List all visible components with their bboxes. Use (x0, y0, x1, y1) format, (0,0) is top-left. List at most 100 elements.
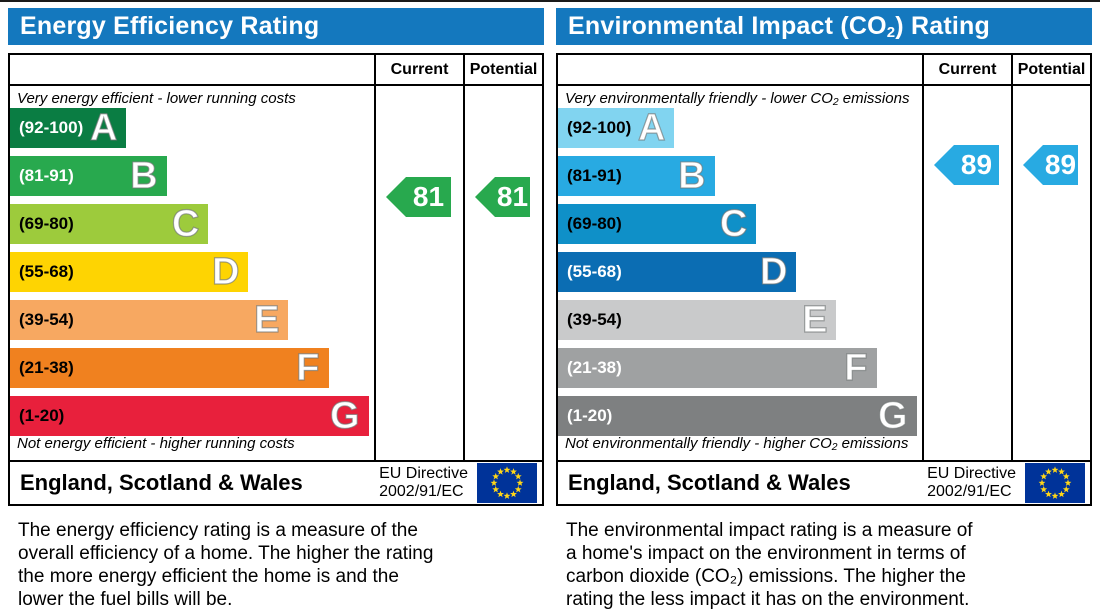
band-row-e: (39-54) E (558, 299, 922, 341)
band-bar-a: (92-100) A (558, 107, 675, 149)
rating-scale: Very environmentally friendly - lower CO… (558, 86, 922, 460)
current-rating-column: 81 (374, 86, 463, 460)
co2-rating-description: The environmental impact rating is a mea… (566, 520, 973, 610)
title-text-after: ) Rating (895, 12, 990, 40)
band-bar-f: (21-38) F (10, 347, 329, 389)
current-rating-column: 89 (922, 86, 1011, 460)
title-text: Environmental Impact (CO (568, 12, 887, 40)
band-bar-f: (21-38) F (558, 347, 877, 389)
band-letter: B (129, 155, 158, 197)
band-row-c: (69-80) C (10, 203, 374, 245)
empty-header-cell (10, 55, 374, 84)
band-letter: A (637, 107, 666, 149)
eu-directive-line1: EU Directive (927, 464, 1016, 482)
band-row-d: (55-68) D (10, 251, 374, 293)
co2-rating-table: Current Potential Very environmentally f… (556, 53, 1092, 462)
band-row-g: (1-20) G (10, 395, 374, 437)
arrow-left-point-icon (386, 177, 406, 217)
jurisdiction-footer: England, Scotland & Wales EU Directive 2… (556, 460, 1092, 506)
band-letter: A (89, 107, 118, 149)
band-range-label: (92-100) (567, 118, 632, 137)
band-letter: D (211, 251, 240, 293)
rating-scale: Very energy efficient - lower running co… (10, 86, 374, 460)
potential-rating-column: 81 (463, 86, 542, 460)
potential-rating-column: 89 (1011, 86, 1090, 460)
band-row-a: (92-100) A (10, 107, 374, 149)
eu-flag-icon (477, 463, 537, 503)
band-row-g: (1-20) G (558, 395, 922, 437)
potential-rating-value: 81 (495, 177, 530, 217)
current-column-header: Current (374, 55, 463, 84)
region-label: England, Scotland & Wales (568, 470, 851, 495)
band-range-label: (81-91) (567, 166, 622, 185)
potential-column-header: Potential (1011, 55, 1090, 84)
band-row-f: (21-38) F (558, 347, 922, 389)
band-row-b: (81-91) B (10, 155, 374, 197)
table-header-row: Current Potential (10, 55, 542, 86)
band-letter: F (296, 347, 320, 389)
band-bar-d: (55-68) D (558, 251, 797, 293)
band-letter: E (801, 299, 828, 341)
environmental-impact-panel: Environmental Impact (CO 2) Rating Curren… (556, 8, 1092, 611)
band-range-label: (92-100) (19, 118, 84, 137)
band-bar-c: (69-80) C (10, 203, 209, 245)
energy-rating-table: Current Potential Very energy efficient … (8, 53, 544, 462)
band-range-label: (69-80) (567, 214, 622, 233)
band-row-c: (69-80) C (558, 203, 922, 245)
energy-panel-title: Energy Efficiency Rating (8, 8, 544, 45)
band-letter: G (877, 395, 908, 437)
band-range-label: (21-38) (19, 358, 74, 377)
band-row-d: (55-68) D (558, 251, 922, 293)
current-rating-arrow: 89 (934, 145, 999, 185)
top-border-line (0, 0, 1100, 2)
region-label: England, Scotland & Wales (20, 470, 303, 495)
empty-header-cell (558, 55, 922, 84)
eu-directive-line1: EU Directive (379, 464, 468, 482)
band-range-label: (81-91) (19, 166, 74, 185)
potential-rating-arrow: 89 (1023, 145, 1078, 185)
bottom-scale-label: Not environmentally friendly - higher CO… (565, 435, 909, 452)
potential-rating-value: 89 (1043, 145, 1078, 185)
band-range-label: (55-68) (19, 262, 74, 281)
jurisdiction-footer: England, Scotland & Wales EU Directive 2… (8, 460, 544, 506)
band-letter: C (171, 203, 200, 245)
band-letter: B (677, 155, 706, 197)
title-subscript: 2 (886, 24, 896, 41)
top-scale-label: Very energy efficient - lower running co… (17, 90, 296, 107)
eu-directive-label: EU Directive 2002/91/EC (927, 465, 1025, 502)
band-bar-e: (39-54) E (10, 299, 289, 341)
band-letter: G (329, 395, 360, 437)
band-row-b: (81-91) B (558, 155, 922, 197)
band-bar-c: (69-80) C (558, 203, 757, 245)
table-header-row: Current Potential (558, 55, 1090, 86)
current-rating-value: 81 (406, 177, 451, 217)
co2-panel-title: Environmental Impact (CO 2) Rating (556, 8, 1092, 45)
band-row-f: (21-38) F (10, 347, 374, 389)
table-body: Very energy efficient - lower running co… (10, 86, 542, 460)
energy-rating-description: The energy efficiency rating is a measur… (18, 520, 434, 610)
band-range-label: (39-54) (567, 310, 622, 329)
current-rating-value: 89 (954, 145, 999, 185)
band-bar-b: (81-91) B (10, 155, 167, 197)
current-column-header: Current (922, 55, 1011, 84)
band-row-e: (39-54) E (10, 299, 374, 341)
eu-directive-label: EU Directive 2002/91/EC (379, 465, 477, 502)
arrow-left-point-icon (1023, 145, 1043, 185)
eu-flag-icon (1025, 463, 1085, 503)
band-range-label: (1-20) (19, 406, 65, 425)
potential-rating-arrow: 81 (475, 177, 530, 217)
band-letter: F (844, 347, 868, 389)
band-bar-e: (39-54) E (558, 299, 837, 341)
eu-directive-line2: 2002/91/EC (927, 483, 1012, 500)
bottom-scale-label: Not energy efficient - higher running co… (17, 435, 295, 452)
band-range-label: (1-20) (567, 406, 613, 425)
arrow-left-point-icon (475, 177, 495, 217)
top-scale-label: Very environmentally friendly - lower CO… (565, 90, 910, 107)
band-range-label: (55-68) (567, 262, 622, 281)
band-bar-d: (55-68) D (10, 251, 249, 293)
band-row-a: (92-100) A (558, 107, 922, 149)
epc-charts: Energy Efficiency Rating Current Potenti… (0, 8, 1100, 611)
energy-efficiency-panel: Energy Efficiency Rating Current Potenti… (8, 8, 544, 611)
eu-directive-line2: 2002/91/EC (379, 483, 464, 500)
title-text: Energy Efficiency Rating (20, 12, 320, 40)
